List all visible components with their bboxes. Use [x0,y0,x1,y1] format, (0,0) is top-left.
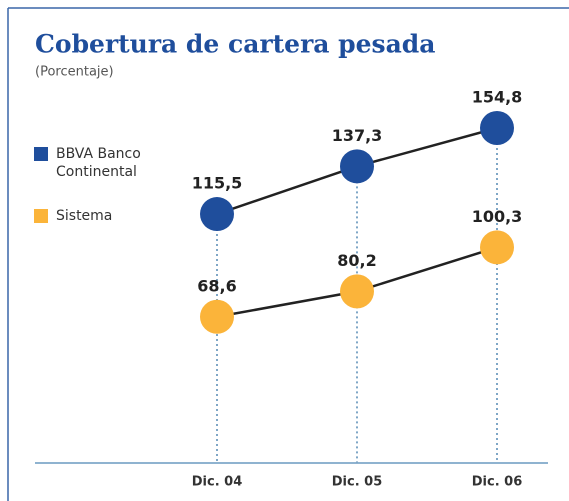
point [480,230,514,265]
value-label: 68,6 [197,276,236,295]
legend-swatch [34,209,48,223]
x-tick-label: Dic. 05 [332,475,383,490]
point [340,274,374,309]
x-tick-label: Dic. 04 [192,475,243,490]
legend-label: Sistema [56,208,113,224]
legend-label: BBVA Banco Continental [56,146,141,180]
value-label: 80,2 [337,251,376,270]
value-label: 100,3 [472,207,523,226]
point [200,197,234,232]
legend-swatch [34,147,48,161]
value-label: 115,5 [192,174,243,193]
value-label: 154,8 [472,87,523,106]
x-tick-label: Dic. 06 [472,475,523,490]
value-label: 137,3 [332,126,383,145]
point [480,110,514,145]
legend-item: Sistema [34,207,184,225]
point [200,299,234,334]
point [340,149,374,184]
chart-title: Cobertura de cartera pesada [35,30,435,59]
legend-item: BBVA Banco Continental [34,145,184,181]
chart-subtitle: (Porcentaje) [35,65,114,80]
